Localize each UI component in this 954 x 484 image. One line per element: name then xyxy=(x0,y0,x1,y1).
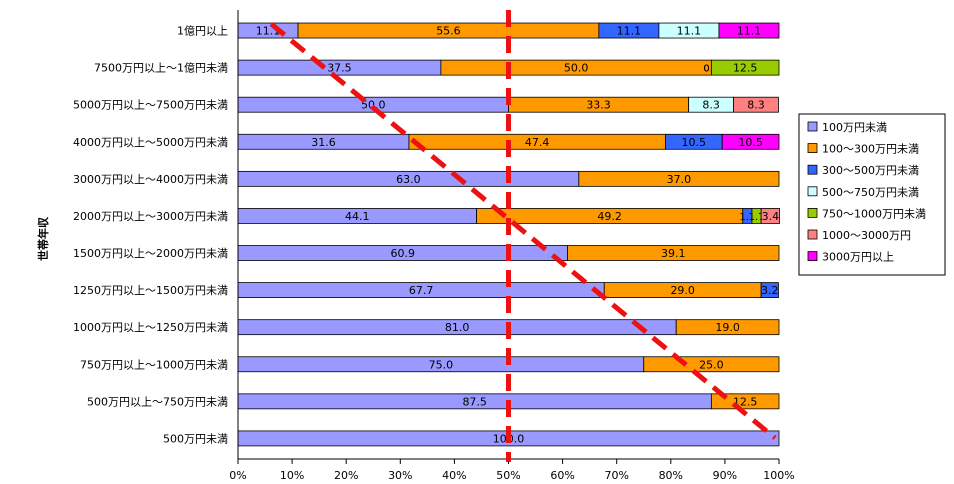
data-label: 11.1 xyxy=(677,25,702,38)
x-tick-label: 100% xyxy=(763,469,794,482)
diagonal-dashed-line xyxy=(269,22,777,440)
legend-entry: 750～1000万円未満 xyxy=(822,207,926,220)
category-labels: 1億円以上 7500万円以上～1億円未満 5000万円以上～7500万円未満 4000… xyxy=(73,25,228,446)
x-tick-label: 20% xyxy=(334,469,358,482)
data-label: 11.1 xyxy=(617,25,642,38)
category-label: 1250万円以上～1500万円未満 xyxy=(73,284,228,297)
x-tick-label: 90% xyxy=(713,469,737,482)
data-label: 31.6 xyxy=(311,136,336,149)
legend-entry: 500～750万円未満 xyxy=(822,186,919,199)
legend-swatch xyxy=(807,229,818,240)
category-label: 7500万円以上～1億円未満 xyxy=(94,62,228,75)
legend-entry: 100万円未満 xyxy=(822,121,887,134)
data-label: 75.0 xyxy=(429,358,454,371)
annotation-lines xyxy=(269,10,777,462)
data-label: 10.5 xyxy=(682,136,707,149)
data-label: 33.3 xyxy=(586,99,611,112)
legend: 100万円未満 100～300万円未満 300～500万円未満 500～750万円未満… xyxy=(798,113,946,276)
data-label: 55.6 xyxy=(436,25,461,38)
data-label: 12.5 xyxy=(733,62,758,75)
x-tick-label: 70% xyxy=(604,469,628,482)
data-label: 60.9 xyxy=(390,247,415,260)
bar-segment xyxy=(710,59,780,76)
y-axis-title: 世帯年収 xyxy=(36,216,50,261)
bars: 11.155.611.111.111.137.550.00.00.012.550… xyxy=(237,22,780,447)
bar-segment xyxy=(760,282,779,299)
legend-box xyxy=(798,113,946,276)
legend-entry: 100～300万円未満 xyxy=(822,143,919,156)
category-label: 2000万円以上～3000万円未満 xyxy=(73,210,228,223)
category-label: 1億円以上 xyxy=(177,25,228,38)
category-label: 750万円以上～1000万円未満 xyxy=(80,358,228,371)
data-label: 3.4 xyxy=(762,210,780,223)
data-label: 10.5 xyxy=(738,136,763,149)
data-label: 67.7 xyxy=(409,284,434,297)
x-tick-label: 40% xyxy=(442,469,466,482)
data-label: 12.5 xyxy=(733,395,758,408)
category-label: 1000万円以上～1250万円未満 xyxy=(73,321,228,334)
legend-entry: 1000～3000万円 xyxy=(822,229,911,242)
data-label: 49.2 xyxy=(597,210,622,223)
bar-segment xyxy=(675,319,780,336)
legend-swatch xyxy=(807,121,818,132)
data-label: 81.0 xyxy=(445,321,470,334)
legend-entry: 3000万円以上 xyxy=(822,251,894,264)
bar-segment xyxy=(718,22,780,39)
x-tick-label: 50% xyxy=(496,469,520,482)
category-label: 500万円未満 xyxy=(163,432,228,445)
bar-segment xyxy=(578,170,780,187)
data-label: 37.5 xyxy=(327,62,352,75)
data-label: 3.2 xyxy=(761,284,779,297)
bar-segment xyxy=(733,96,779,113)
category-label: 4000万円以上～5000万円未満 xyxy=(73,136,228,149)
data-label: 29.0 xyxy=(670,284,695,297)
legend-entry: 300～500万円未満 xyxy=(822,164,919,177)
x-tick-label: 10% xyxy=(280,469,304,482)
x-tick-label: 0% xyxy=(229,469,246,482)
legend-swatch xyxy=(807,143,818,154)
legend-swatch xyxy=(807,207,818,218)
data-label: 44.1 xyxy=(345,210,370,223)
bar-segment xyxy=(721,133,780,150)
data-label: 25.0 xyxy=(699,358,724,371)
data-label: 11.1 xyxy=(737,25,762,38)
category-label: 5000万円以上～7500万円未満 xyxy=(73,99,228,112)
legend-swatch xyxy=(807,186,818,197)
x-tick-label: 60% xyxy=(550,469,574,482)
bar-segment xyxy=(760,208,780,224)
category-label: 3000万円以上～4000万円未満 xyxy=(73,173,228,186)
legend-swatch xyxy=(807,164,818,175)
data-label: 1.7 xyxy=(739,212,755,223)
data-label: 87.5 xyxy=(462,395,487,408)
bar-segment xyxy=(567,245,780,261)
legend-swatch xyxy=(807,251,818,262)
data-label: 50.0 xyxy=(564,62,589,75)
x-tick-label: 30% xyxy=(388,469,412,482)
category-label: 1500万円以上～2000万円未満 xyxy=(73,247,228,260)
data-label: 8.3 xyxy=(747,99,765,112)
data-label: 47.4 xyxy=(525,136,550,149)
data-label: 19.0 xyxy=(715,321,740,334)
category-label: 500万円以上～750万円未満 xyxy=(87,395,228,408)
x-tick-label: 80% xyxy=(659,469,683,482)
data-label: 37.0 xyxy=(667,173,692,186)
data-label: 63.0 xyxy=(396,173,421,186)
data-label: 1.7 xyxy=(749,212,765,223)
bar-segment xyxy=(710,393,780,410)
data-label: 8.3 xyxy=(702,99,720,112)
x-axis: 0% 10% 20% 30% 40% 50% 60% 70% 80% 90% 100% xyxy=(229,10,795,482)
data-label: 39.1 xyxy=(661,247,686,260)
